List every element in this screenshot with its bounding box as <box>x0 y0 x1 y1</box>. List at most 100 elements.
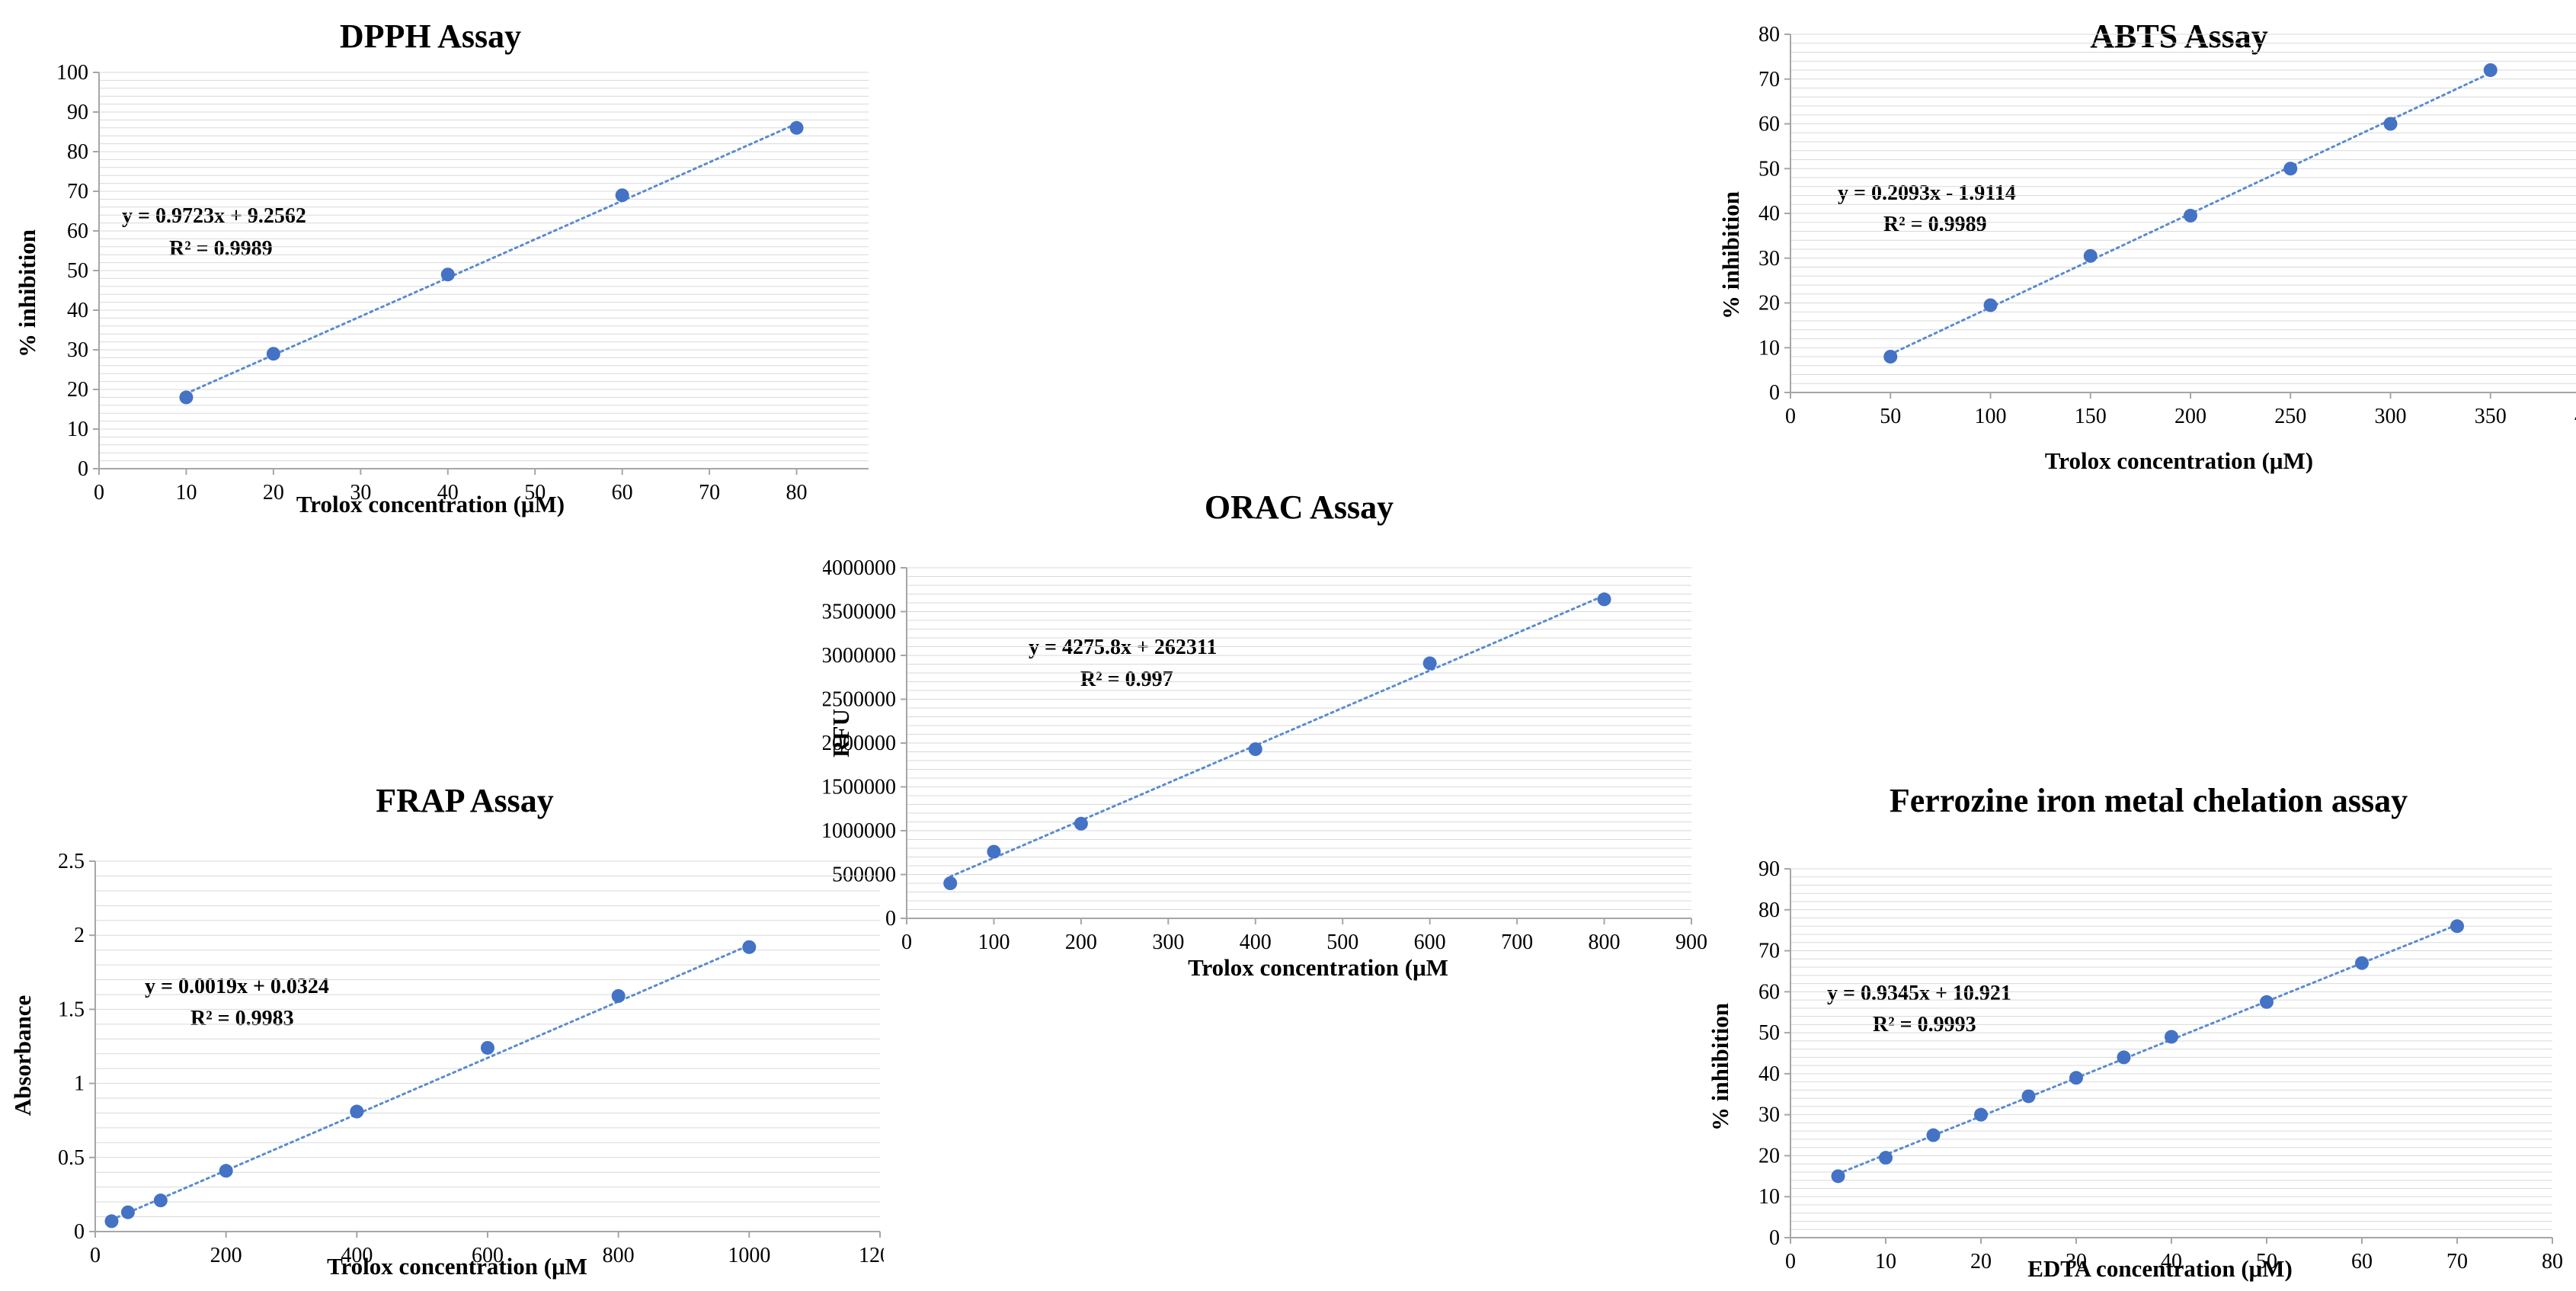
x-tick-label: 60 <box>2351 1250 2373 1273</box>
trendline-equation: y = 0.9345x + 10.921 <box>1827 982 2011 1005</box>
data-point <box>1597 592 1611 607</box>
y-tick-label: 2000000 <box>823 732 896 755</box>
y-tick-label: 2500000 <box>823 688 896 712</box>
data-point <box>179 390 194 405</box>
x-tick-label: 600 <box>472 1244 504 1267</box>
x-tick-label: 80 <box>2542 1250 2563 1273</box>
x-axis-label: Trolox concentration (μM) <box>2045 447 2313 474</box>
x-axis-label: Trolox concentration (μM) <box>296 491 565 517</box>
x-tick-label: 400 <box>2574 405 2576 428</box>
data-point <box>350 1104 364 1119</box>
y-tick-label: 4000000 <box>823 556 896 580</box>
y-axis-label: % inhibition <box>1717 191 1744 319</box>
y-tick-label: 0 <box>1769 1226 1780 1250</box>
y-tick-label: 0 <box>78 457 88 481</box>
chart-title: FRAP Assay <box>376 782 553 819</box>
data-point <box>440 267 455 282</box>
y-tick-label: 3500000 <box>823 601 896 624</box>
data-point <box>153 1193 168 1208</box>
data-point <box>1248 742 1262 757</box>
x-tick-label: 0 <box>1785 1250 1796 1273</box>
y-tick-label: 80 <box>1758 23 1780 46</box>
y-tick-label: 0 <box>74 1220 85 1244</box>
y-tick-label: 10 <box>1758 1185 1780 1209</box>
data-point <box>104 1214 119 1229</box>
data-point <box>2483 63 2498 77</box>
x-tick-label: 80 <box>786 481 808 505</box>
x-tick-label: 800 <box>1589 931 1621 954</box>
data-point <box>2021 1089 2036 1104</box>
ferrozine-chart-panel: Ferrozine iron metal chelation assay EDT… <box>1684 770 2576 1291</box>
frap-chart-panel: FRAP Assay Trolox concentration (μM Abso… <box>0 770 901 1291</box>
data-point <box>943 876 958 890</box>
data-point <box>1074 816 1088 831</box>
y-tick-label: 20 <box>1758 1144 1780 1168</box>
abts-chart: ABTS Assay Trolox concentration (μM) % i… <box>1717 18 2576 474</box>
x-tick-label: 1000 <box>728 1244 770 1267</box>
data-point <box>987 844 1001 859</box>
data-point <box>2083 248 2098 263</box>
x-tick-label: 300 <box>2375 405 2407 428</box>
x-tick-label: 300 <box>1152 931 1184 954</box>
y-tick-label: 80 <box>1758 899 1780 922</box>
x-tick-label: 0 <box>90 1244 101 1267</box>
data-point <box>1926 1128 1941 1142</box>
y-tick-label: 70 <box>67 180 88 203</box>
y-tick-label: 10 <box>1758 336 1780 360</box>
data-point <box>2260 995 2274 1009</box>
y-tick-label: 0.5 <box>58 1146 85 1170</box>
chart-title: Ferrozine iron metal chelation assay <box>1890 782 2408 819</box>
x-tick-label: 50 <box>2256 1250 2277 1273</box>
y-tick-label: 0 <box>885 907 896 931</box>
x-tick-label: 40 <box>2161 1250 2182 1273</box>
y-tick-label: 30 <box>1758 1104 1780 1127</box>
y-tick-label: 1 <box>74 1072 85 1096</box>
data-point <box>1879 1151 1893 1165</box>
ferrozine-chart: Ferrozine iron metal chelation assay EDT… <box>1707 782 2563 1282</box>
x-tick-label: 400 <box>341 1244 373 1267</box>
trendline <box>184 122 798 395</box>
x-tick-label: 900 <box>1675 931 1707 954</box>
x-tick-label: 800 <box>603 1244 635 1267</box>
x-tick-label: 20 <box>1970 1250 1992 1273</box>
x-tick-label: 70 <box>699 481 720 505</box>
trendline-equation: y = 0.9723x + 9.2562 <box>122 204 306 228</box>
y-tick-label: 40 <box>67 299 88 322</box>
y-tick-label: 40 <box>1758 1062 1780 1086</box>
data-point <box>789 120 804 135</box>
y-tick-label: 2.5 <box>58 850 85 873</box>
x-tick-label: 30 <box>2066 1250 2087 1273</box>
x-tick-label: 0 <box>1785 405 1796 428</box>
x-tick-label: 250 <box>2274 405 2306 428</box>
x-tick-label: 100 <box>978 931 1010 954</box>
y-axis-label: % inhibition <box>14 229 40 357</box>
y-tick-label: 3000000 <box>823 644 896 668</box>
dpph-chart-panel: DPPH Assay Trolox concentration (μM) % i… <box>0 0 894 530</box>
y-tick-label: 70 <box>1758 940 1780 963</box>
chart-title: DPPH Assay <box>340 18 521 55</box>
y-tick-label: 60 <box>67 219 88 243</box>
y-tick-label: 70 <box>1758 68 1780 91</box>
y-tick-label: 20 <box>67 378 88 402</box>
y-tick-label: 90 <box>67 101 88 124</box>
y-tick-label: 40 <box>1758 202 1780 226</box>
y-tick-label: 0 <box>1769 381 1780 405</box>
y-tick-label: 20 <box>1758 292 1780 316</box>
x-tick-label: 150 <box>2075 405 2107 428</box>
trendline <box>110 943 750 1221</box>
data-point <box>2117 1050 2131 1065</box>
y-tick-label: 50 <box>1758 1021 1780 1045</box>
data-point <box>481 1040 494 1055</box>
y-tick-label: 100 <box>56 61 88 85</box>
orac-chart-panel: ORAC Assay Trolox concentration (μM RFU … <box>821 473 1707 995</box>
data-point <box>1883 350 1898 364</box>
abts-chart-panel: ABTS Assay Trolox concentration (μM) % i… <box>1707 0 2576 484</box>
data-point <box>219 1164 233 1178</box>
chart-title: ORAC Assay <box>1205 489 1394 526</box>
data-point <box>2450 919 2464 934</box>
data-point <box>2383 117 2398 131</box>
data-point <box>1831 1169 1845 1184</box>
x-tick-label: 10 <box>1875 1250 1896 1273</box>
